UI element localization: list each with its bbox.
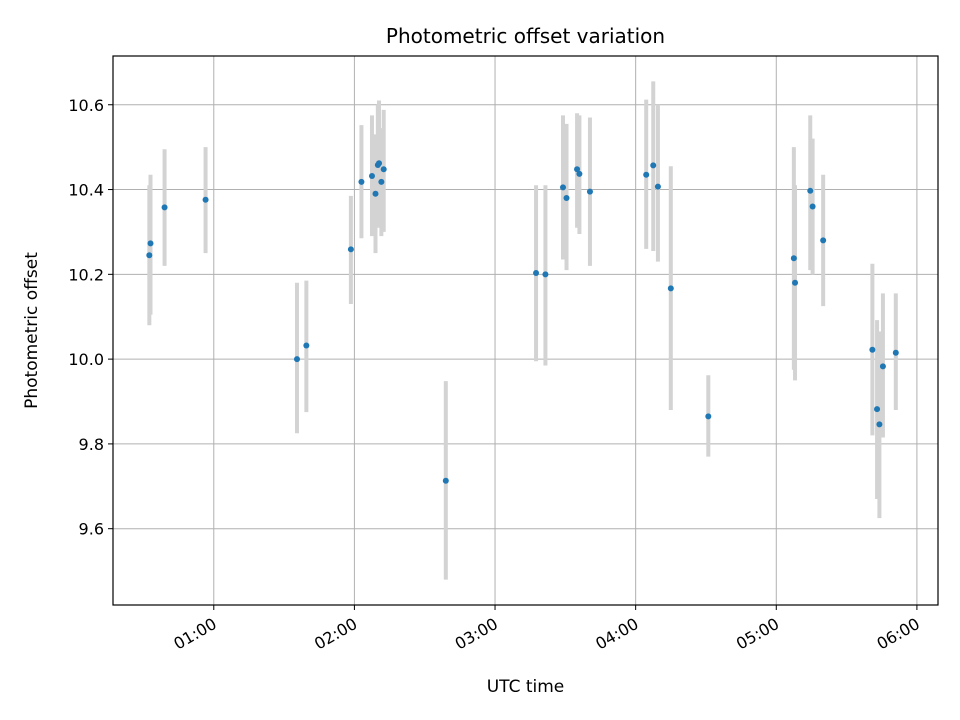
data-point — [372, 190, 379, 197]
y-axis-title: Photometric offset — [22, 252, 42, 409]
chart-title: Photometric offset variation — [386, 24, 665, 48]
data-point — [869, 346, 876, 353]
data-points — [146, 160, 899, 484]
data-point — [820, 237, 827, 244]
data-point — [147, 240, 154, 247]
plot-frame — [112, 55, 939, 606]
data-point — [586, 188, 593, 195]
data-point — [576, 170, 583, 177]
y-tick-label: 9.8 — [79, 435, 104, 454]
data-point — [809, 203, 816, 210]
data-point — [705, 413, 712, 420]
y-axis-ticks: 9.6 9.8 10.0 10.2 10.4 10.6 — [68, 96, 113, 539]
y-tick-label: 10.4 — [68, 181, 104, 200]
y-tick-label: 10.6 — [68, 96, 104, 115]
data-point — [807, 187, 814, 194]
y-tick-label: 10.0 — [68, 350, 104, 369]
data-point — [790, 255, 797, 262]
data-point — [202, 196, 209, 203]
data-point — [574, 166, 581, 173]
data-point — [563, 195, 570, 202]
data-point — [650, 162, 657, 169]
data-point — [146, 252, 153, 259]
data-point — [654, 183, 661, 190]
data-point — [560, 184, 566, 191]
grid — [113, 56, 938, 605]
data-point — [293, 356, 300, 363]
x-axis-title: UTC time — [487, 677, 565, 697]
y-tick-label: 9.6 — [79, 520, 104, 539]
data-point — [376, 160, 383, 167]
data-point — [879, 363, 886, 370]
data-point — [380, 166, 387, 173]
data-point — [368, 172, 375, 179]
data-point — [161, 204, 168, 211]
data-point — [358, 178, 365, 185]
data-point — [892, 349, 899, 356]
data-point — [874, 406, 881, 413]
data-point — [876, 421, 883, 428]
data-point — [378, 178, 385, 185]
y-tick-label: 10.2 — [68, 265, 104, 284]
data-point — [667, 285, 674, 292]
data-point — [643, 171, 650, 178]
data-point — [442, 477, 449, 484]
data-point — [347, 246, 354, 253]
data-point — [533, 270, 540, 277]
data-point — [792, 279, 799, 286]
data-point — [542, 271, 549, 278]
data-point — [303, 342, 310, 349]
